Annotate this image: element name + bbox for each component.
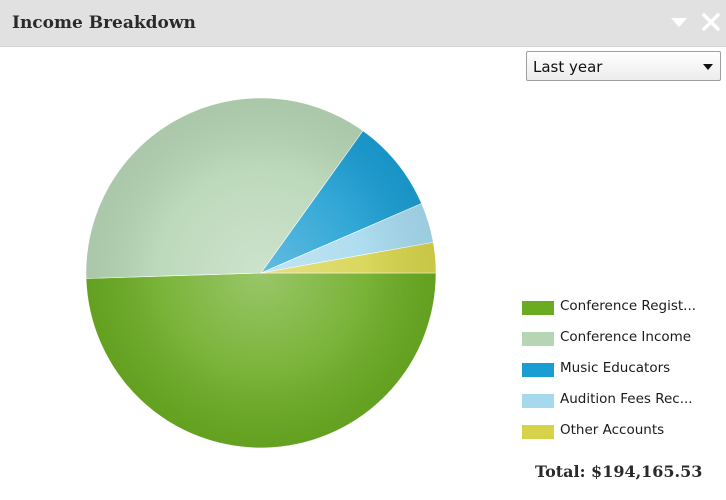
period-select-value: Last year	[533, 58, 603, 76]
legend-swatch	[522, 301, 554, 315]
legend-item[interactable]: Other Accounts	[522, 421, 722, 452]
pie-slice-0[interactable]	[85, 272, 437, 449]
legend-item[interactable]: Audition Fees Rec...	[522, 390, 722, 421]
close-icon[interactable]	[699, 10, 723, 34]
legend-item[interactable]: Music Educators	[522, 359, 722, 390]
chevron-down-icon[interactable]	[667, 10, 691, 34]
total-amount: Total: $194,165.53	[535, 462, 703, 481]
period-select[interactable]: Last year	[526, 51, 721, 81]
panel-header: Income Breakdown	[0, 0, 726, 47]
legend-label: Audition Fees Rec...	[560, 391, 693, 407]
dropdown-arrow-icon	[703, 64, 713, 70]
legend-swatch	[522, 394, 554, 408]
legend-item[interactable]: Conference Income	[522, 328, 722, 359]
income-pie-chart	[85, 97, 437, 449]
legend-label: Conference Regist...	[560, 298, 697, 314]
legend-label: Conference Income	[560, 329, 692, 345]
legend-swatch	[522, 425, 554, 439]
panel-title: Income Breakdown	[12, 13, 196, 33]
legend-label: Other Accounts	[560, 422, 665, 438]
legend-swatch	[522, 363, 554, 377]
legend-swatch	[522, 332, 554, 346]
chart-legend: Conference Regist... Conference Income Mus…	[522, 297, 722, 452]
legend-item[interactable]: Conference Regist...	[522, 297, 722, 328]
legend-label: Music Educators	[560, 360, 671, 376]
